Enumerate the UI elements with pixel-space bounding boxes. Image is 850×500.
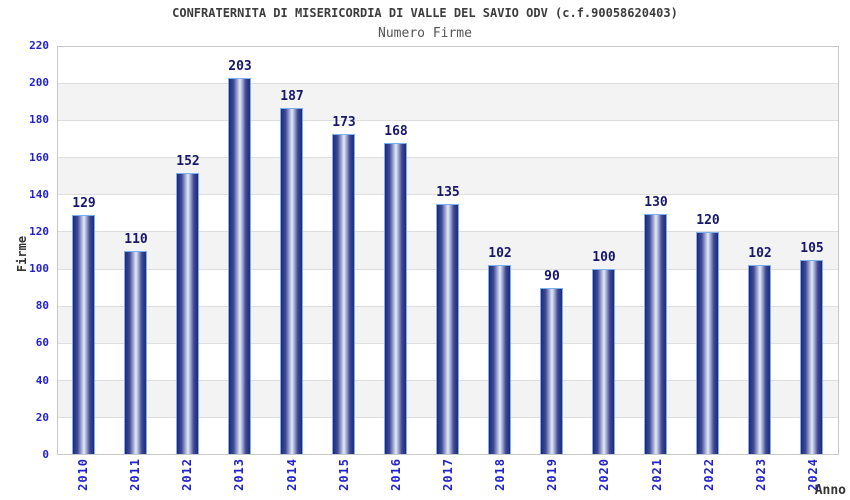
bar-value-label: 129 — [72, 196, 96, 212]
x-tick: 2010 — [57, 458, 109, 500]
bar-2013 — [228, 78, 251, 454]
bar-slot: 130 — [630, 47, 682, 454]
y-tick-label: 20 — [35, 410, 49, 424]
bar-value-label: 203 — [228, 59, 252, 75]
y-tick-label: 180 — [29, 113, 49, 127]
x-tick-label: 2016 — [388, 458, 403, 491]
plot-band — [58, 83, 838, 121]
bar-slot: 203 — [214, 47, 266, 454]
x-tick-label: 2017 — [441, 458, 456, 491]
bar-2011 — [124, 250, 147, 454]
bar-2015 — [332, 133, 355, 454]
bar-2019 — [540, 287, 563, 454]
x-tick-label: 2013 — [232, 458, 247, 491]
x-tick-label: 2022 — [701, 458, 716, 491]
bar-slot: 102 — [474, 47, 526, 454]
bar-value-label: 120 — [696, 213, 720, 228]
x-tick-label: 2011 — [128, 458, 143, 491]
x-tick: 2018 — [474, 458, 526, 500]
y-tick-label: 100 — [29, 262, 49, 276]
x-tick: 2011 — [109, 458, 161, 500]
bar-slot: 152 — [162, 47, 214, 454]
x-tick-label: 2012 — [180, 458, 195, 491]
bar-value-label: 110 — [124, 231, 148, 247]
x-tick: 2023 — [735, 458, 787, 500]
bar-value-label: 102 — [488, 246, 512, 262]
bar-value-label: 152 — [176, 153, 200, 169]
bar-2010 — [72, 215, 95, 454]
bar-slot: 129 — [58, 47, 110, 454]
x-tick-label: 2023 — [753, 458, 768, 491]
x-tick: 2021 — [631, 458, 683, 500]
plot-band — [58, 120, 838, 158]
y-tick-label: 40 — [35, 373, 49, 387]
x-tick: 2022 — [683, 458, 735, 500]
bar-slot: 120 — [682, 47, 734, 454]
bar-slot: 105 — [786, 47, 838, 454]
bar-2021 — [644, 213, 667, 454]
bar-slot: 187 — [266, 47, 318, 454]
bar-value-label: 100 — [592, 250, 616, 265]
x-tick: 2017 — [422, 458, 474, 500]
bar-value-label: 135 — [436, 185, 460, 201]
bar-slot: 135 — [422, 47, 474, 454]
bar-value-label: 173 — [332, 114, 356, 130]
x-tick-label: 2015 — [336, 458, 351, 491]
x-tick-label: 2021 — [649, 458, 664, 491]
y-tick-label: 140 — [29, 187, 49, 201]
bars-container: 129 110 152 203 187 173 168 135 102 90 100 130 120 10… — [58, 47, 838, 454]
x-tick-label: 2020 — [597, 458, 612, 491]
y-tick-label: 60 — [35, 336, 49, 350]
y-tick-label: 120 — [29, 224, 49, 238]
bar-2023 — [748, 265, 771, 454]
bar-2018 — [488, 265, 511, 454]
bar-slot: 168 — [370, 47, 422, 454]
bar-value-label: 168 — [384, 124, 408, 140]
bar-slot: 100 — [578, 47, 630, 454]
x-tick: 2019 — [526, 458, 578, 500]
x-tick-label: 2018 — [493, 458, 508, 491]
x-tick: 2014 — [266, 458, 318, 500]
y-tick-label: 0 — [42, 448, 49, 461]
y-tick-label: 200 — [29, 76, 49, 90]
x-axis-ticks: 2010 2011 2012 2013 2014 2015 2016 2017 2018 2019… — [57, 458, 839, 500]
bar-slot: 173 — [318, 47, 370, 454]
bar-slot: 110 — [110, 47, 162, 454]
bar-slot: 102 — [734, 47, 786, 454]
x-tick-label: 2010 — [76, 458, 91, 491]
bar-2022 — [696, 232, 719, 454]
x-tick-label: 2019 — [545, 458, 560, 491]
bar-2017 — [436, 204, 459, 454]
x-tick: 2012 — [161, 458, 213, 500]
bar-2012 — [176, 172, 199, 454]
bar-value-label: 105 — [800, 240, 824, 256]
y-tick-label: 220 — [29, 39, 49, 52]
x-tick-label: 2014 — [284, 458, 299, 491]
x-tick: 2013 — [213, 458, 265, 500]
bar-value-label: 90 — [544, 268, 560, 284]
plot-area: 129 110 152 203 187 173 168 135 102 90 100 130 120 10… — [57, 46, 839, 455]
y-tick-label: 160 — [29, 150, 49, 164]
plot-band — [58, 47, 838, 84]
x-tick: 2016 — [370, 458, 422, 500]
bar-value-label: 187 — [280, 89, 304, 105]
x-tick: 2015 — [318, 458, 370, 500]
bar-value-label: 102 — [748, 246, 772, 262]
chart-subtitle: Numero Firme — [378, 26, 472, 41]
bar-2020 — [592, 269, 615, 454]
x-tick: 2020 — [578, 458, 630, 500]
bar-slot: 90 — [526, 47, 578, 454]
bar-2014 — [280, 108, 303, 454]
chart-title: CONFRATERNITA DI MISERICORDIA DI VALLE D… — [172, 6, 678, 20]
bar-2024 — [800, 259, 823, 454]
bar-2016 — [384, 143, 407, 454]
bar-value-label: 130 — [644, 194, 668, 210]
x-axis-title: Anno — [814, 483, 846, 498]
y-tick-label: 80 — [35, 299, 49, 313]
